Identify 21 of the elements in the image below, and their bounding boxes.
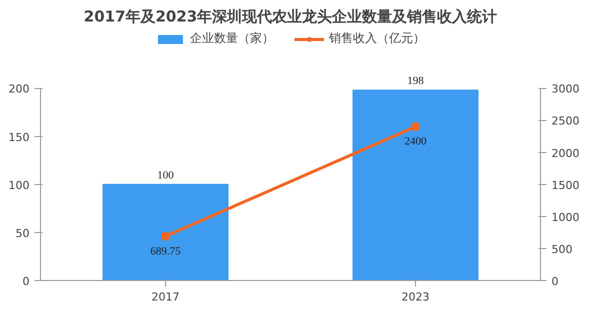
x-tick-label: 2023 [402,290,430,304]
chart-title: 2017年及2023年深圳现代农业龙头企业数量及销售收入统计 [84,8,498,26]
data-label: 198 [407,75,424,88]
y-tick-label: 50 [16,226,30,240]
y2-tick-label: 500 [552,242,572,256]
legend-label: 企业数量（家） [190,30,274,47]
y-tick-label: 150 [8,130,30,144]
y-tick-label: 0 [22,275,30,288]
y2-tick-label: 3000 [552,82,580,96]
x-tick-label: 2017 [152,290,180,304]
data-label: 100 [157,169,174,182]
y2-tick-label: 0 [552,275,558,288]
y2-tick-label: 1500 [552,178,580,192]
y-tick-label: 100 [8,178,30,192]
legend-label: 销售收入（亿元） [329,30,425,47]
y2-tick-label: 1000 [552,210,580,224]
y-tick-label: 200 [8,82,30,96]
data-label: 689.75 [150,245,182,258]
data-label: 2400 [404,136,427,148]
y2-tick-label: 2500 [552,114,580,128]
y2-tick-label: 2000 [552,146,580,160]
